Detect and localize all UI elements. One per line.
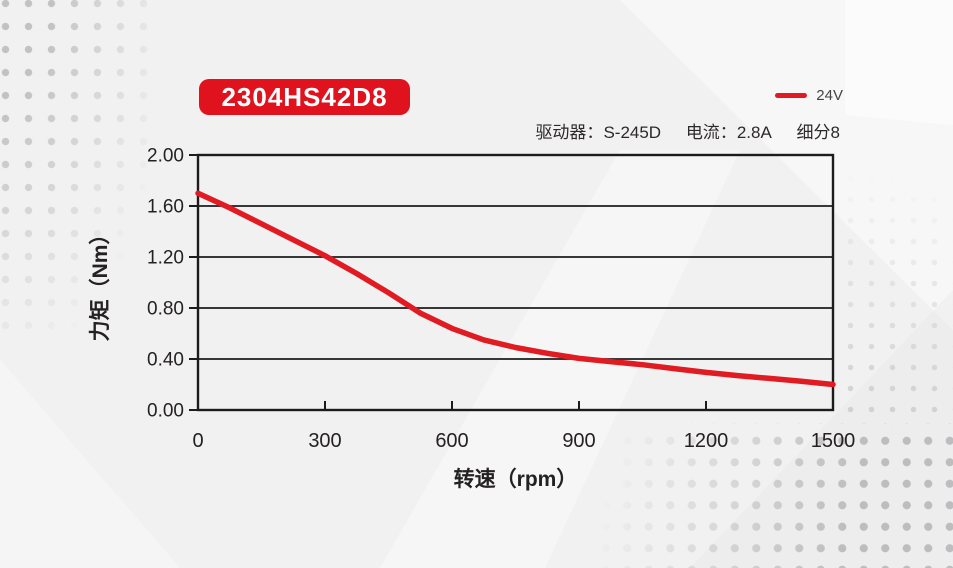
driver-label: 驱动器： xyxy=(535,123,604,142)
x-tick-label: 600 xyxy=(435,430,468,452)
model-badge: 2304HS42D8 xyxy=(199,79,410,115)
legend-label: 24V xyxy=(816,86,843,104)
y-tick-label: 0.80 xyxy=(147,299,184,320)
chart-legend: 24V xyxy=(775,85,843,105)
x-axis-title: 转速（rpm） xyxy=(454,467,578,491)
y-axis-title: 力矩（Nm） xyxy=(88,224,112,342)
y-tick-label: 0.00 xyxy=(147,401,184,422)
y-tick-label: 1.60 xyxy=(147,197,184,218)
legend-line-swatch xyxy=(775,92,808,98)
x-tick-label: 900 xyxy=(562,430,595,452)
x-tick-label: 1200 xyxy=(684,430,729,452)
y-tick-label: 0.40 xyxy=(147,350,184,371)
drive-info-line: 驱动器：S-245D 电流：2.8A 细分8 xyxy=(535,118,840,143)
current-label: 电流： xyxy=(685,123,737,142)
microstep-value: 细分8 xyxy=(796,123,840,142)
y-tick-label: 2.00 xyxy=(147,146,184,167)
y-tick-label: 1.20 xyxy=(147,248,184,269)
x-tick-label: 300 xyxy=(308,430,341,452)
current-value: 2.8A xyxy=(736,123,772,142)
series-curve-24V xyxy=(195,190,836,388)
x-tick-label: 0 xyxy=(192,430,203,452)
plot-border xyxy=(196,153,835,412)
driver-value: S-245D xyxy=(603,123,662,142)
x-tick-label: 1500 xyxy=(811,430,856,452)
